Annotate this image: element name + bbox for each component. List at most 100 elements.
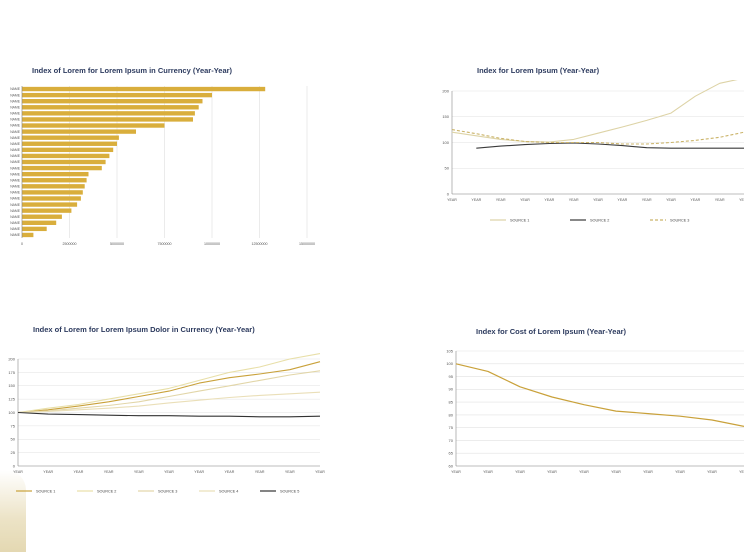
- series-line-3: [451, 129, 744, 145]
- bar: [22, 129, 136, 134]
- y-tick-label: 80: [449, 412, 454, 417]
- series-line-1: [17, 361, 321, 414]
- category-label: NAME: [10, 105, 21, 109]
- y-tick-label: 150: [8, 383, 15, 388]
- x-tick-label: YEAR: [675, 470, 685, 474]
- x-tick-label: 2500000: [63, 242, 77, 246]
- x-tick-label: YEAR: [447, 198, 457, 202]
- x-tick-label: 12500000: [252, 242, 268, 246]
- chart-2-title: Index for Lorem Ipsum (Year-Year): [477, 66, 600, 75]
- x-tick-label: YEAR: [579, 470, 589, 474]
- category-label: NAME: [10, 130, 21, 134]
- category-label: NAME: [10, 112, 21, 116]
- x-tick-label: YEAR: [611, 470, 621, 474]
- x-tick-label: YEAR: [285, 470, 295, 474]
- x-tick-label: YEAR: [496, 198, 506, 202]
- bar: [22, 190, 83, 195]
- bar: [22, 208, 72, 213]
- legend-label: SOURCE 1: [510, 218, 529, 222]
- series-line-4: [17, 391, 321, 414]
- x-tick-label: YEAR: [642, 198, 652, 202]
- series-line-1: [455, 363, 744, 427]
- category-label: NAME: [10, 124, 21, 128]
- category-label: NAME: [10, 185, 21, 189]
- bar: [22, 141, 117, 146]
- bar: [22, 220, 57, 225]
- x-tick-label: YEAR: [739, 198, 744, 202]
- category-label: NAME: [10, 203, 21, 207]
- category-label: NAME: [10, 197, 21, 201]
- bar: [22, 86, 266, 92]
- x-tick-label: 10000000: [204, 242, 220, 246]
- x-tick-label: YEAR: [569, 198, 579, 202]
- x-tick-label: YEAR: [707, 470, 717, 474]
- y-tick-label: 200: [8, 356, 15, 361]
- y-tick-label: 65: [449, 451, 454, 456]
- y-tick-label: 75: [449, 425, 454, 430]
- y-tick-label: 60: [449, 463, 454, 468]
- x-tick-label: YEAR: [666, 198, 676, 202]
- y-tick-label: 85: [449, 400, 454, 405]
- y-tick-label: 0: [13, 463, 16, 468]
- x-tick-label: YEAR: [43, 470, 53, 474]
- category-label: NAME: [10, 93, 21, 97]
- bar: [22, 117, 193, 122]
- x-tick-label: YEAR: [194, 470, 204, 474]
- chart-4-title: Index for Cost of Lorem Ipsum (Year-Year…: [476, 327, 627, 336]
- series-line-5: [17, 411, 321, 418]
- y-tick-label: 25: [11, 450, 16, 455]
- category-label: NAME: [10, 191, 21, 195]
- chart-2-line-chart: 0 50 100 150 200 YEAR YEAR YEAR YEAR YEAR YEAR YEAR…: [442, 80, 744, 222]
- x-tick-label: YEAR: [547, 470, 557, 474]
- legend-label: SOURCE 4: [219, 489, 238, 493]
- y-tick-label: 50: [445, 166, 450, 171]
- x-tick-label: YEAR: [544, 198, 554, 202]
- x-tick-label: YEAR: [690, 198, 700, 202]
- category-label: NAME: [10, 154, 21, 158]
- category-label: NAME: [10, 178, 21, 182]
- category-label: NAME: [10, 142, 21, 146]
- bar: [22, 147, 114, 153]
- bar: [22, 202, 78, 207]
- y-tick-label: 0: [447, 191, 450, 196]
- x-tick-label: YEAR: [315, 470, 325, 474]
- category-label: NAME: [10, 215, 21, 219]
- category-label: NAME: [10, 99, 21, 103]
- category-label: NAME: [10, 160, 21, 164]
- x-tick-label: YEAR: [617, 198, 627, 202]
- legend-label: SOURCE 3: [670, 218, 689, 222]
- category-label: NAME: [10, 172, 21, 176]
- x-tick-label: YEAR: [13, 470, 23, 474]
- x-tick-label: YEAR: [471, 198, 481, 202]
- chart-1-title: Index of Lorem for Lorem Ipsum in Curren…: [32, 66, 233, 75]
- bar: [22, 105, 199, 110]
- x-tick-label: YEAR: [225, 470, 235, 474]
- bar: [22, 232, 34, 238]
- legend-label: SOURCE 1: [36, 489, 55, 493]
- chart-3-line-chart: 0 25 50 75 100 125 150 175 200 YEAR YEAR YEAR YEAR YE…: [8, 353, 325, 493]
- bar: [22, 196, 81, 201]
- y-tick-label: 50: [11, 437, 16, 442]
- bar: [22, 123, 165, 128]
- y-tick-label: 125: [8, 397, 15, 402]
- x-tick-label: YEAR: [164, 470, 174, 474]
- bar: [22, 111, 195, 116]
- y-tick-label: 100: [442, 140, 449, 145]
- category-label: NAME: [10, 166, 21, 170]
- category-label: NAME: [10, 118, 21, 122]
- category-label: NAME: [10, 233, 21, 237]
- chart-4-line-chart: 60 65 70 75 80 85 90 95 100 105 YEAR YEAR YEAR YEAR YE…: [446, 348, 744, 474]
- series-line-1: [451, 80, 738, 143]
- x-tick-label: YEAR: [739, 470, 744, 474]
- y-tick-label: 200: [442, 88, 449, 93]
- y-tick-label: 70: [449, 438, 454, 443]
- chart-1-bar-chart: 0 2500000 5000000 7500000 10000000 12500000 15…: [10, 86, 315, 246]
- x-tick-label: YEAR: [593, 198, 603, 202]
- bar: [22, 99, 203, 104]
- y-tick-label: 100: [446, 361, 453, 366]
- x-tick-label: YEAR: [451, 470, 461, 474]
- y-tick-label: 175: [8, 370, 15, 375]
- y-tick-label: 95: [449, 374, 454, 379]
- x-tick-label: YEAR: [134, 470, 144, 474]
- chart-3-title: Index of Lorem for Lorem Ipsum Dolor in …: [33, 325, 255, 334]
